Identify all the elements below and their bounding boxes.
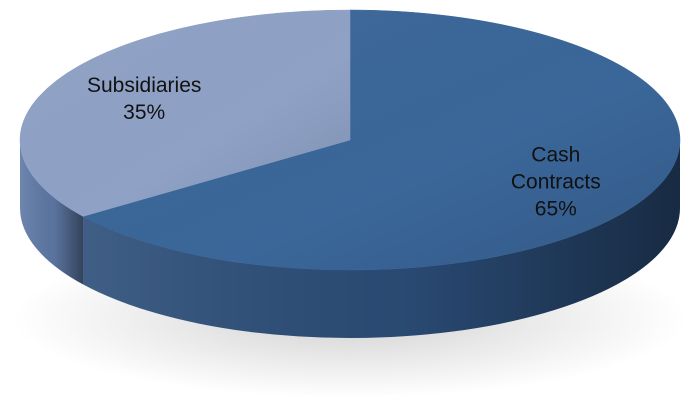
slice-labels: Cash Contracts 65% Subsidiaries 35% [87, 74, 601, 220]
slice-label-line: Cash [531, 143, 580, 166]
slice-label-1: Subsidiaries 35% [87, 74, 201, 124]
slice-label-line: 35% [123, 101, 165, 124]
slice-top-shade-0 [83, 10, 681, 271]
pie-tops [19, 9, 681, 271]
pie-sides [19, 140, 680, 338]
slice-label-0: Cash Contracts 65% [511, 143, 601, 220]
slice-top-shade-1 [20, 10, 351, 217]
slice-side-shade-1 [19, 140, 84, 285]
slice-label-line: Contracts [511, 170, 601, 193]
slice-label-line: 65% [535, 197, 577, 220]
slice-label-line: Subsidiaries [87, 74, 201, 97]
slice-side-shade-0 [83, 140, 680, 338]
